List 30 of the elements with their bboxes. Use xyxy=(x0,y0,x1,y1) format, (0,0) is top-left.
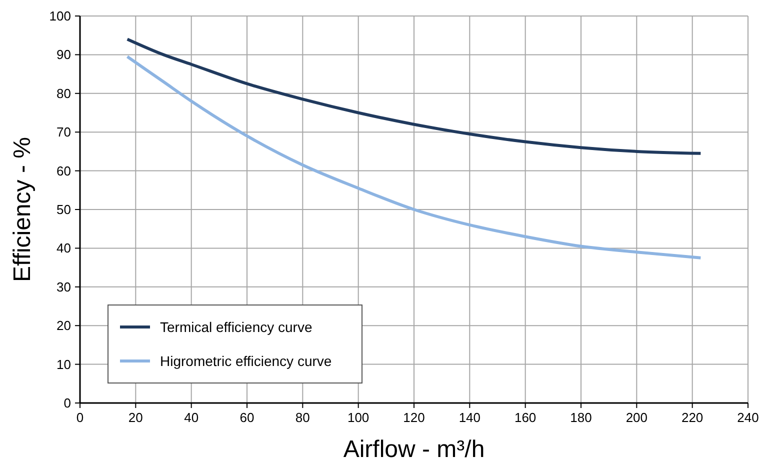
y-tick-label: 50 xyxy=(56,202,71,217)
legend-label: Termical efficiency curve xyxy=(160,319,312,335)
y-tick-label: 70 xyxy=(56,124,71,140)
y-tick-label: 10 xyxy=(56,356,71,372)
x-tick-label: 120 xyxy=(403,410,425,425)
y-tick-label: 90 xyxy=(56,47,71,62)
legend-label: Higrometric efficiency curve xyxy=(160,353,332,369)
x-tick-label: 200 xyxy=(626,410,648,425)
x-tick-label: 80 xyxy=(295,410,310,425)
x-tick-label: 40 xyxy=(184,410,199,425)
x-tick-label: 240 xyxy=(737,410,759,425)
x-tick-label: 0 xyxy=(76,410,84,425)
x-tick-label: 160 xyxy=(514,410,536,425)
y-axis-title: Efficiency - % xyxy=(9,137,36,282)
y-tick-label: 60 xyxy=(56,163,71,178)
x-tick-label: 140 xyxy=(458,410,481,425)
line-series xyxy=(126,38,702,155)
y-tick-label: 0 xyxy=(64,396,71,410)
x-tick-label: 220 xyxy=(681,410,704,425)
x-axis-title: Airflow - m³/h xyxy=(343,436,485,463)
y-tick-label: 80 xyxy=(56,86,71,101)
y-tick-label: 100 xyxy=(49,8,71,24)
y-tick-label: 40 xyxy=(56,240,71,256)
y-tick-label: 30 xyxy=(56,279,71,294)
x-tick-label: 180 xyxy=(570,410,592,425)
x-tick-label: 100 xyxy=(347,410,370,425)
x-tick-label: 20 xyxy=(128,410,143,425)
line-series xyxy=(126,55,702,260)
x-tick-label: 60 xyxy=(240,410,254,425)
y-tick-label: 20 xyxy=(56,318,71,334)
